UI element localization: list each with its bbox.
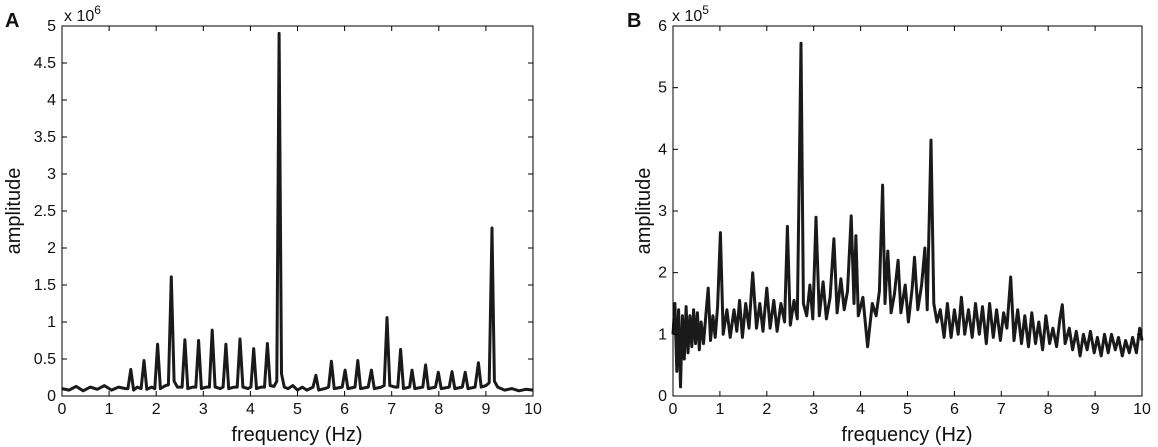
panel-a-y-tick-label: 1.5 [34,277,56,294]
panel-a-x-tick-label: 4 [246,401,255,418]
panel-a-y-tick-label: 5 [47,18,56,35]
panel-a-x-tick-label: 8 [434,401,443,418]
panel-a-letter: A [5,10,19,32]
panel-b-x-tick-label: 9 [1091,401,1100,418]
panel-a-x-tick-label: 9 [481,401,490,418]
panel-b-y-tick-label: 5 [658,80,667,97]
panel-a-x-tick-label: 1 [105,401,114,418]
panel-b-x-axis-label: frequency (Hz) [841,424,972,446]
panel-a-x-tick-label: 3 [199,401,208,418]
panel-b-x-tick-label: 10 [1133,401,1151,418]
panel-b-x-tick-label: 0 [669,401,678,418]
panel-b-x-tick-label: 5 [903,401,912,418]
panel-a-y-axis-label: amplitude [3,168,25,255]
panel-b-plot-area: 0 1 2 3 4 5 6 7 8 9 10 0 1 2 3 4 5 6 [658,18,1151,418]
panel-a-x-tick-label: 2 [152,401,161,418]
panel-a-y-tick-label: 0 [47,388,56,405]
panel-b-x-tick-label: 1 [715,401,724,418]
panel-b-y-tick-label: 4 [658,141,667,158]
panel-a-y-tick-label: 4 [47,92,56,109]
panel-a-x-tick-label: 5 [293,401,302,418]
panel-a-plot-area: 0 1 2 3 4 5 6 7 8 9 10 0 0.5 1 1.5 2 2.5 3 3.5 4 4.5 5 [34,18,542,418]
panel-a-y-tick-label: 0.5 [34,351,56,368]
panel-a-x-tick-label: 7 [387,401,396,418]
panel-b-x-tick-label: 3 [809,401,818,418]
panel-b-series-line [671,41,1144,389]
panel-b-y-tick-label: 6 [658,18,667,35]
panel-a-x-tick-label: 0 [58,401,67,418]
panel-b-y-axis-label: amplitude [633,168,655,255]
panel-a-y-tick-label: 3.5 [34,129,56,146]
panel-a-y-tick-label: 1 [47,314,56,331]
panel-b-x-tick-label: 7 [997,401,1006,418]
panel-b-multiplier-exp: 5 [702,3,709,17]
panel-b-multiplier-base: x 10 [672,8,702,25]
panel-a-x-axis-label: frequency (Hz) [231,424,362,446]
panel-b-x-tick-label: 6 [950,401,959,418]
panel-b-x-tick-label: 4 [856,401,865,418]
panel-b-y-tick-label: 3 [658,203,667,220]
panel-b-y-tick-label: 0 [658,388,667,405]
panel-a: A x 106 0 1 2 3 4 5 6 7 8 9 1000.511.522.533.544.5… [3,3,542,446]
panel-b-y-tick-label: 2 [658,265,667,282]
panel-a-y-tick-label: 3 [47,166,56,183]
panel-a-y-tick-label: 4.5 [34,55,56,72]
panel-b-y-tick-label: 1 [658,326,667,343]
panel-a-axes-frame [61,25,534,397]
panel-a-y-tick-label: 2.5 [34,203,56,220]
panel-a-series-line [61,31,534,393]
panel-b-multiplier: x 105 [672,3,709,25]
panel-a-y-tick-label: 2 [47,240,56,257]
panel-b-x-tick-label: 2 [762,401,771,418]
panel-b-letter: B [627,10,641,32]
panel-a-multiplier-exp: 6 [94,3,101,17]
panel-a-x-tick-label: 10 [524,401,542,418]
panel-a-x-tick-label: 6 [340,401,349,418]
panel-b-x-tick-label: 8 [1044,401,1053,418]
panel-a-multiplier-base: x 10 [64,8,94,25]
panel-a-multiplier: x 106 [64,3,101,25]
